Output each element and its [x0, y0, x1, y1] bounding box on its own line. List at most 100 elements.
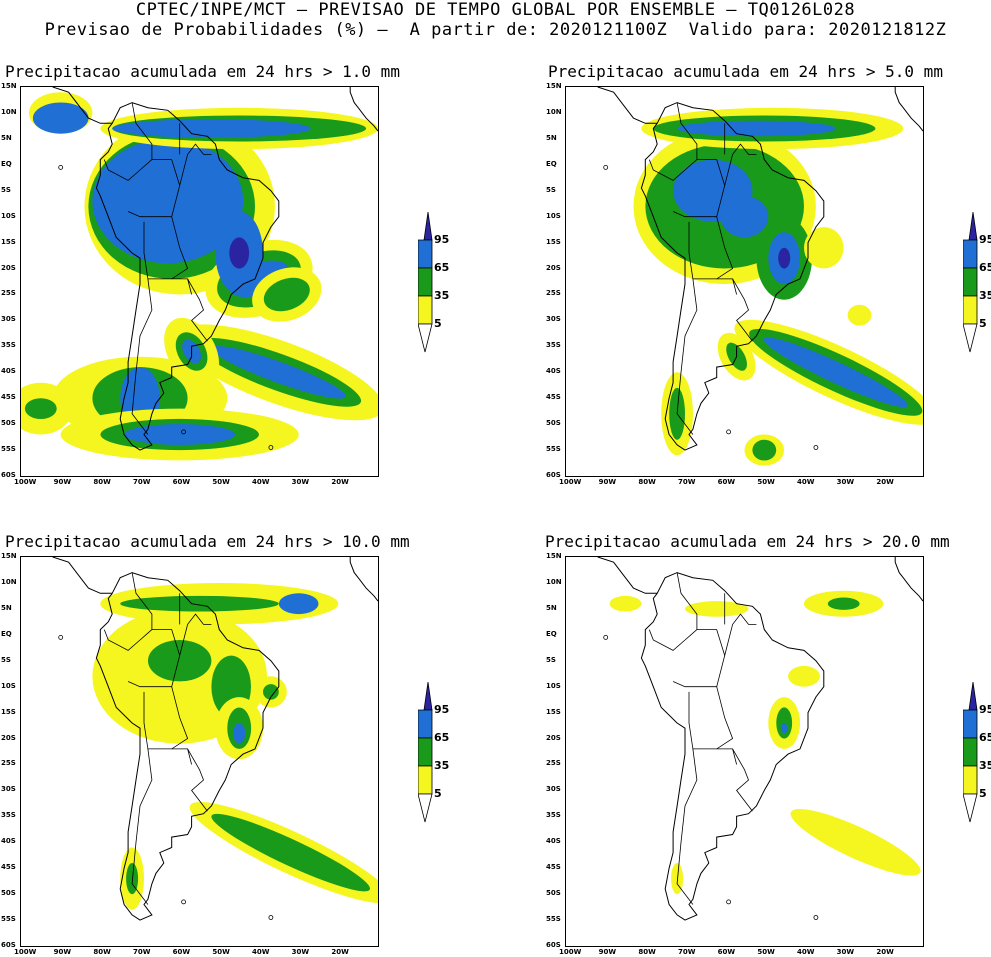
probability-area: [677, 120, 836, 137]
island: [268, 445, 274, 450]
lon-tick-label: 20W: [876, 478, 894, 486]
lat-tick-label: 10S: [546, 211, 561, 220]
coastline: [52, 557, 113, 594]
lat-tick-label: 60S: [546, 941, 561, 949]
colorbar-panel-3: 95 65 35 5: [417, 680, 452, 829]
probability-area: [126, 863, 139, 895]
country-border: [724, 613, 757, 656]
lon-tick-label: 70W: [133, 478, 151, 486]
colorbar-panel-4: 95 65 35 5: [962, 680, 991, 829]
lat-tick-label: 15N: [1, 552, 17, 560]
lat-tick-label: 35S: [546, 341, 561, 350]
colorbar-segment: [962, 323, 978, 353]
colorbar-segment: [417, 239, 433, 269]
probability-area: [211, 345, 346, 399]
lat-tick-label: 30S: [546, 315, 561, 324]
colorbar-label: 5: [979, 317, 987, 330]
colorbar-label: 35: [434, 759, 450, 772]
country-border: [724, 143, 757, 186]
lat-tick-label: 10S: [546, 681, 561, 690]
country-border: [676, 278, 698, 435]
colorbar-label: 95: [979, 233, 991, 246]
panel-2-title: Precipitacao acumulada em 24 hrs > 5.0 m…: [548, 62, 943, 81]
probability-area: [24, 398, 57, 419]
probability-area: [778, 247, 791, 269]
colorbar-label: 65: [979, 731, 991, 744]
island: [268, 915, 274, 920]
lon-tick-label: 20W: [331, 478, 349, 486]
lon-tick-label: 40W: [797, 478, 815, 486]
probability-area: [804, 227, 844, 269]
coastline: [597, 87, 658, 124]
lat-tick-label: 10N: [546, 577, 562, 586]
colorbar-segment: [962, 765, 978, 795]
lat-tick-label: 5S: [546, 655, 556, 664]
probability-area: [720, 196, 769, 238]
lat-tick-label: 10S: [1, 211, 16, 220]
lon-tick-label: 60W: [172, 478, 191, 486]
lon-tick-label: 80W: [638, 478, 656, 486]
island: [813, 915, 819, 920]
lat-tick-label: 30S: [1, 785, 16, 794]
lon-tick-label: 50W: [212, 478, 230, 486]
map-panel-2: [565, 86, 924, 477]
lat-tick-label: 25S: [1, 289, 16, 298]
lat-tick-label: EQ: [546, 159, 557, 168]
country-border: [103, 629, 153, 651]
lat-tick-label: 60S: [1, 471, 16, 479]
probability-area: [124, 424, 236, 445]
lon-tick-label: 70W: [678, 948, 696, 956]
island: [726, 899, 732, 905]
colorbar-segment: [423, 211, 433, 241]
probability-area: [776, 707, 793, 739]
lat-tick-label: 5N: [546, 603, 557, 612]
island: [181, 429, 187, 435]
lon-tick-label: 90W: [598, 948, 617, 956]
coastline: [95, 102, 280, 451]
probability-area: [790, 808, 921, 876]
coastline: [894, 87, 923, 132]
lon-tick-label: 100W: [559, 478, 582, 486]
probability-area: [685, 601, 749, 617]
coastline: [894, 557, 923, 602]
lon-tick-label: 30W: [836, 948, 855, 956]
lon-tick-label: 80W: [638, 948, 656, 956]
lat-tick-label: 35S: [1, 341, 16, 350]
lat-tick-label: 35S: [1, 811, 16, 820]
lon-tick-label: 80W: [93, 948, 111, 956]
country-border: [676, 102, 698, 160]
colorbar-segment: [968, 211, 978, 241]
lon-tick-label: 30W: [291, 478, 310, 486]
colorbar-svg: [417, 211, 433, 353]
lat-tick-label: 15S: [1, 237, 16, 246]
probability-area: [609, 595, 642, 612]
country-border: [648, 159, 698, 181]
country-border: [648, 629, 698, 651]
island: [181, 899, 187, 905]
lat-tick-label: 60S: [546, 471, 561, 479]
lon-tick-label: 20W: [331, 948, 349, 956]
lat-tick-label: 5S: [1, 185, 11, 194]
probability-area: [112, 119, 311, 138]
lon-tick-label: 40W: [797, 948, 815, 956]
island: [813, 445, 819, 450]
lat-tick-label: 55S: [546, 445, 561, 454]
colorbar-label: 35: [979, 289, 991, 302]
lat-tick-label: 45S: [1, 863, 16, 872]
colorbar-segment: [417, 709, 433, 739]
lon-tick-label: 90W: [598, 478, 617, 486]
country-border: [131, 278, 153, 435]
country-border: [676, 748, 698, 905]
island: [603, 635, 609, 640]
probability-area: [278, 593, 319, 615]
colorbar-segment: [962, 239, 978, 269]
country-border: [179, 613, 212, 656]
lon-tick-label: 90W: [53, 948, 72, 956]
lat-tick-label: 5N: [1, 133, 12, 142]
lat-tick-label: 10S: [1, 681, 16, 690]
lon-tick-label: 50W: [757, 948, 775, 956]
lat-tick-label: 5N: [546, 133, 557, 142]
country-border: [171, 278, 208, 342]
lat-tick-label: 60S: [1, 941, 16, 949]
lat-tick-label: 10N: [1, 107, 17, 116]
